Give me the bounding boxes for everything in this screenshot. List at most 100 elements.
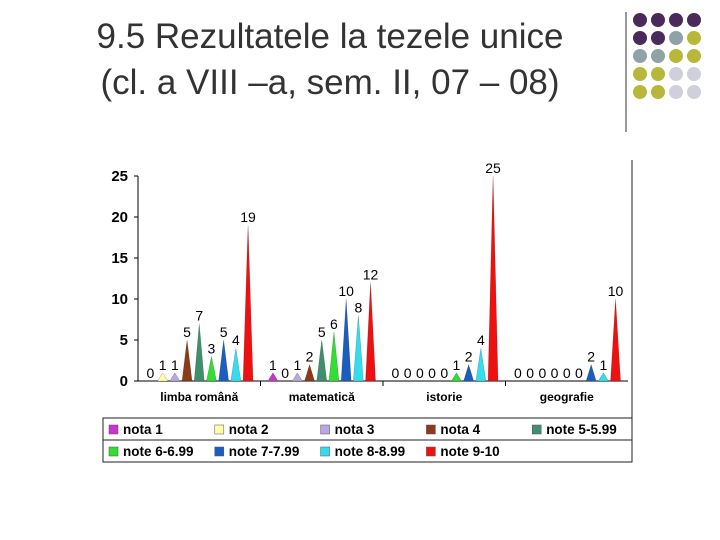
category-label: geografie [540, 390, 594, 404]
spike-bar [181, 339, 193, 382]
data-label: 0 [551, 365, 559, 381]
spike-bar [487, 175, 499, 382]
spike-bar [218, 339, 229, 382]
decorative-dot [669, 13, 683, 27]
legend-label: nota 1 [123, 422, 163, 437]
data-label: 10 [608, 283, 624, 299]
spike-bar [206, 356, 217, 382]
legend-swatch [426, 424, 436, 435]
spike-bar [353, 315, 364, 382]
data-label: 1 [599, 357, 607, 373]
legend-label: note 7-7.99 [229, 444, 300, 459]
legend-swatch [531, 424, 542, 435]
spike-bar [193, 323, 205, 382]
y-tick-label: 5 [120, 332, 128, 349]
decorative-dot [633, 49, 647, 63]
y-tick-label: 20 [111, 209, 128, 226]
legend-swatch [214, 446, 225, 457]
legend-label: note 9-10 [440, 444, 499, 459]
data-label: 0 [416, 365, 424, 381]
data-label: 0 [392, 365, 400, 381]
y-tick-label: 25 [111, 168, 128, 185]
decorative-dot [633, 13, 647, 27]
data-label: 10 [338, 283, 354, 299]
data-label: 0 [440, 365, 448, 381]
data-label: 0 [281, 365, 289, 381]
decorative-dot [651, 31, 665, 45]
legend-swatch [108, 424, 119, 435]
decorative-dot [669, 31, 683, 45]
legend-label: note 8-8.99 [335, 444, 406, 459]
decorative-dot [669, 85, 683, 99]
legend-swatch [320, 424, 330, 435]
data-label: 3 [208, 340, 216, 356]
data-label: 1 [159, 357, 167, 373]
data-label: 4 [232, 332, 240, 348]
legend-label: nota 4 [440, 422, 480, 437]
spike-bar [169, 372, 181, 382]
spike-bar [450, 372, 462, 382]
spike-bar [328, 331, 340, 382]
spike-bar [585, 363, 597, 382]
spike-bar [597, 372, 609, 382]
data-label: 12 [363, 267, 379, 283]
legend-label: note 6-6.99 [123, 444, 194, 459]
legend-label: nota 3 [335, 422, 375, 437]
decorative-dot [669, 49, 683, 63]
data-label: 0 [514, 365, 522, 381]
data-label: 25 [485, 160, 501, 176]
spike-bar [267, 372, 279, 382]
spike-bar [230, 348, 242, 382]
spike-bar [463, 363, 475, 382]
spike-bar [304, 363, 315, 382]
decorative-dot [687, 85, 701, 99]
data-label: 5 [220, 324, 228, 340]
spike-bar [475, 348, 487, 382]
data-label: 5 [318, 324, 326, 340]
spike-bar [365, 282, 376, 382]
decorative-dot [687, 13, 701, 27]
spike-bar [316, 339, 328, 382]
legend-label: nota 2 [229, 422, 269, 437]
data-label: 1 [453, 357, 461, 373]
category-label: istorie [426, 390, 462, 404]
data-label: 2 [587, 349, 595, 365]
data-label: 19 [240, 209, 256, 225]
data-label: 0 [147, 365, 155, 381]
spike-bar [610, 298, 621, 382]
y-tick-label: 15 [111, 250, 128, 267]
data-label: 1 [269, 357, 277, 373]
decorative-dot [651, 85, 665, 99]
legend-swatch [320, 446, 330, 457]
category-label: matematică [289, 390, 355, 404]
legend-swatch [108, 446, 119, 457]
title-line-1: 9.5 Rezultatele la tezele unice [96, 17, 564, 56]
data-label: 7 [195, 308, 203, 324]
decorative-dot [687, 67, 701, 81]
decorative-dot [687, 31, 701, 45]
data-label: 0 [428, 365, 436, 381]
legend-swatch [214, 424, 225, 435]
slide-title: 9.5 Rezultatele la tezele unice (cl. a V… [30, 14, 630, 106]
data-label: 0 [563, 365, 571, 381]
decorative-dot [633, 85, 647, 99]
decorative-dot [633, 31, 647, 45]
y-tick-label: 0 [120, 373, 128, 390]
data-label: 0 [575, 365, 583, 381]
y-tick-label: 10 [111, 291, 128, 308]
data-label: 2 [306, 349, 314, 365]
decorative-dot [687, 49, 701, 63]
data-label: 1 [293, 357, 301, 373]
decorative-dot-grid [625, 12, 701, 132]
category-label: limba română [160, 390, 238, 404]
decorative-dot [651, 67, 665, 81]
data-label: 0 [538, 365, 546, 381]
spike-bar [157, 372, 169, 382]
spike-bar [242, 225, 254, 382]
data-label: 4 [477, 332, 485, 348]
legend-label: note 5-5.99 [546, 422, 617, 437]
data-label: 0 [526, 365, 534, 381]
decorative-dot [651, 49, 665, 63]
decorative-dot [633, 67, 647, 81]
